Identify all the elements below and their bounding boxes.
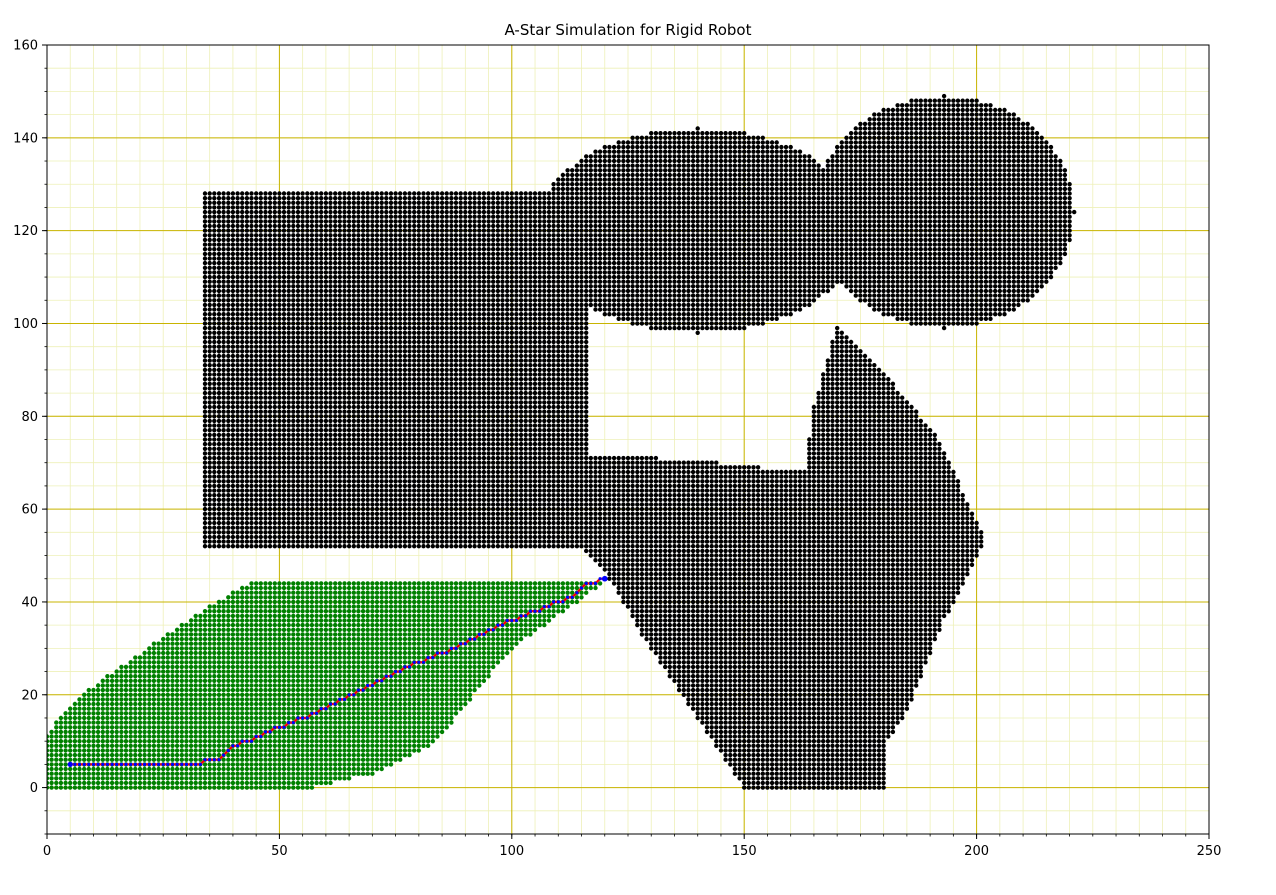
start-marker: [67, 761, 73, 767]
y-tick-label: 100: [13, 317, 38, 332]
x-tick-label: 250: [1197, 844, 1222, 859]
path-layer: [67, 575, 608, 767]
explored-dots: [47, 581, 603, 790]
y-tick-label: 40: [21, 595, 38, 610]
x-tick-label: 150: [732, 844, 757, 859]
explored-points: [47, 581, 603, 790]
x-tick-label: 100: [499, 844, 524, 859]
goal-marker: [601, 575, 608, 582]
y-tick-label: 80: [21, 410, 38, 425]
x-axis: 0 50 100 150 200 250: [43, 834, 1222, 859]
x-tick-label: 0: [43, 844, 51, 859]
y-axis: 0 20 40 60 80 100 120 140 160: [13, 39, 47, 835]
y-tick-label: 60: [21, 503, 38, 518]
y-tick-label: 120: [13, 224, 38, 239]
x-tick-label: 50: [271, 844, 288, 859]
y-tick-label: 140: [13, 131, 38, 146]
chart-title: A-Star Simulation for Rigid Robot: [504, 21, 751, 39]
y-tick-label: 160: [13, 39, 38, 54]
x-tick-label: 200: [964, 844, 989, 859]
y-tick-label: 20: [21, 688, 38, 703]
plot-area: [47, 93, 1077, 790]
y-tick-label: 0: [30, 781, 38, 796]
